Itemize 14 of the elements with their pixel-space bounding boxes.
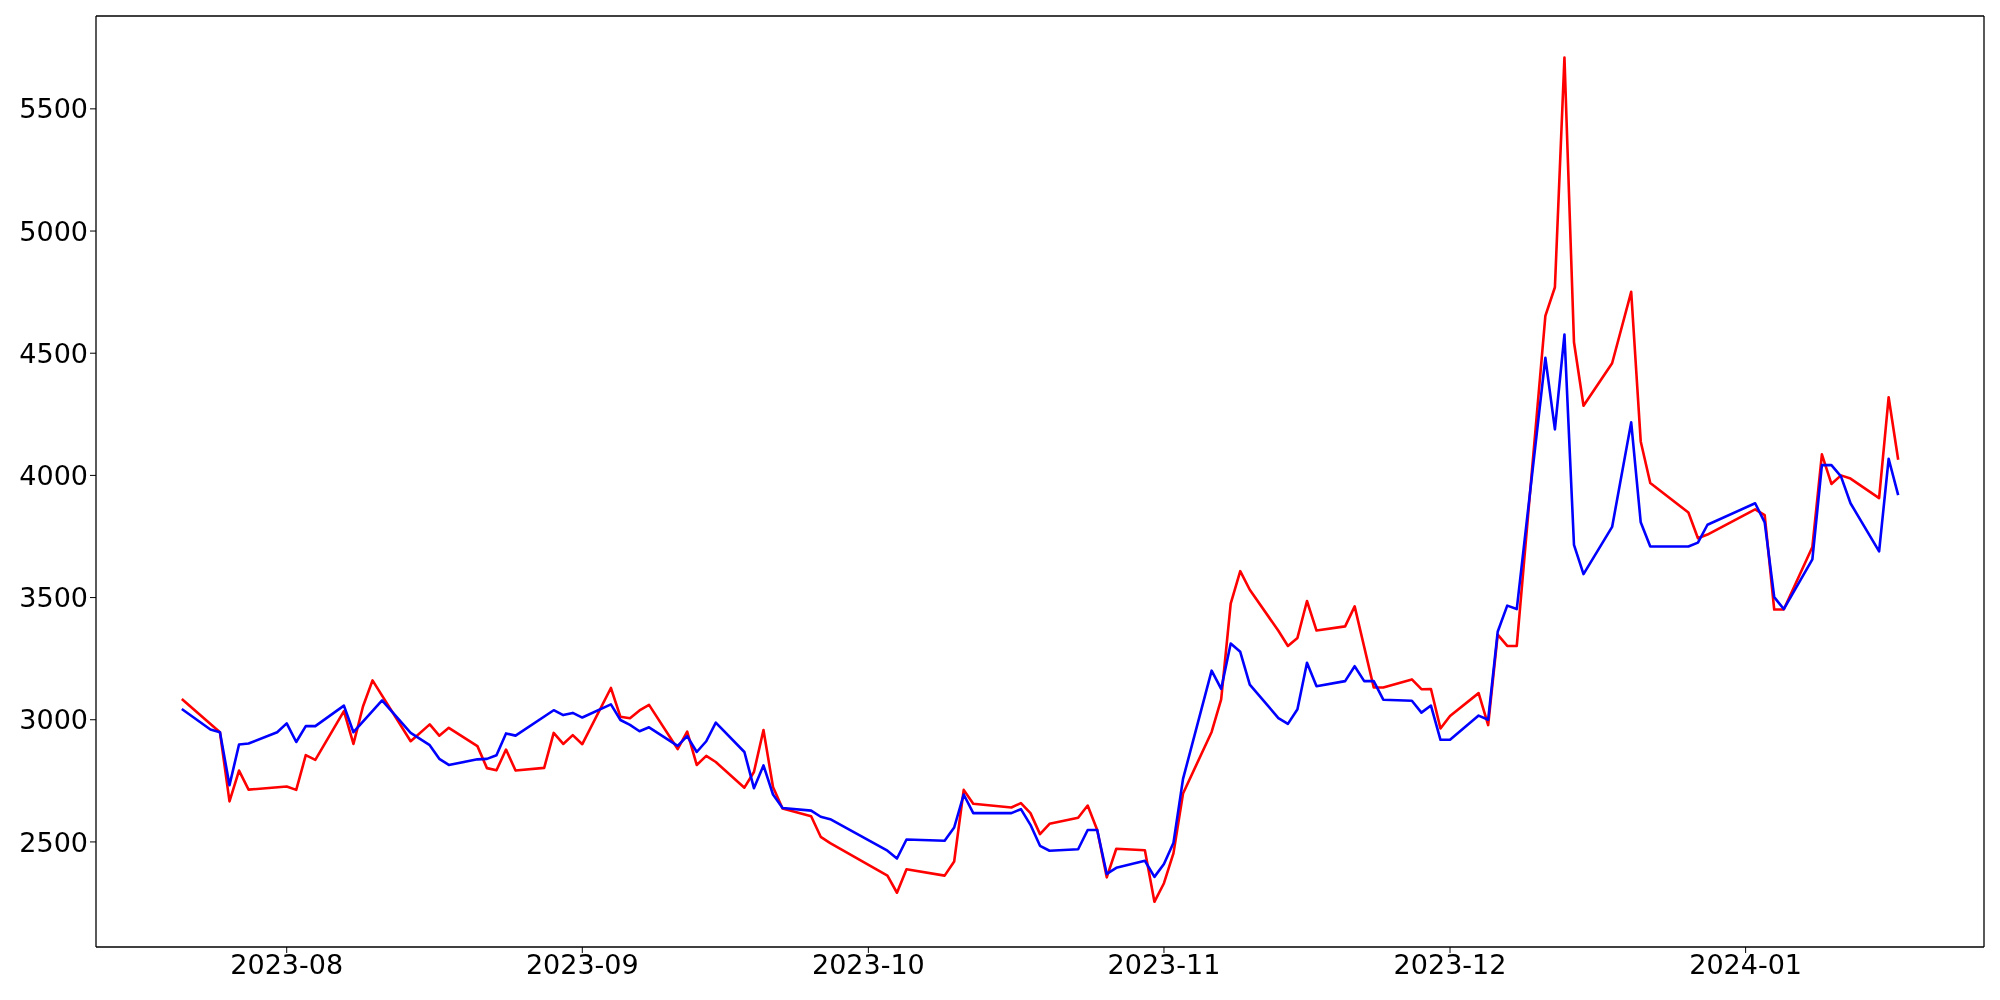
line-series: [180, 333, 1900, 879]
x-tick-label: 2023-10: [811, 949, 925, 981]
x-tick-label: 2023-11: [1107, 949, 1221, 981]
y-tick-label: 5000: [19, 215, 88, 247]
y-tick-label: 2500: [19, 826, 88, 858]
y-tick-label: 3500: [19, 582, 88, 614]
x-tick-label: 2023-09: [525, 949, 639, 981]
y-tick-label: 3000: [19, 704, 88, 736]
x-tick-label: 2024-01: [1689, 949, 1803, 981]
x-tick-label: 2023-12: [1393, 949, 1507, 981]
y-tick-label: 4000: [19, 459, 88, 491]
y-tick-label: 5500: [19, 93, 88, 125]
x-tick-label: 2023-08: [230, 949, 344, 981]
y-tick-label: 4500: [19, 337, 88, 369]
